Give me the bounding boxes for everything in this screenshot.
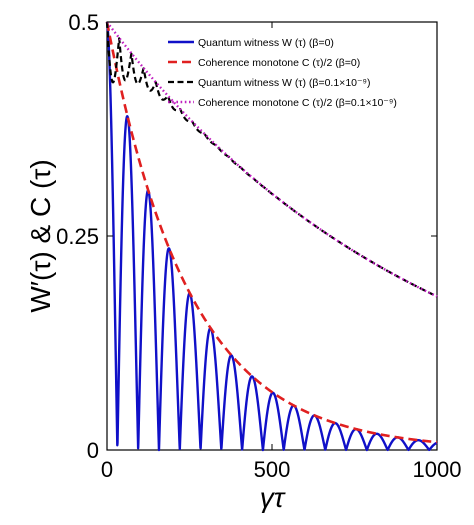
y-axis-title: W′(τ) & C (τ) [25, 159, 56, 312]
x-tick-label: 500 [254, 457, 291, 482]
ticks-layer: 0 500 1000 0 0.25 0.5 [56, 10, 461, 482]
y-tick-label: 0.5 [68, 10, 99, 35]
y-tick-label: 0.25 [56, 224, 99, 249]
legend-label-1: Quantum witness W (τ) (β=0) [198, 37, 334, 49]
legend: Quantum witness W (τ) (β=0) Coherence mon… [168, 37, 397, 109]
legend-label-4: Coherence monotone C (τ)/2 (β=0.1×10⁻⁹) [198, 97, 397, 109]
y-tick-label: 0 [87, 438, 99, 463]
legend-label-3: Quantum witness W (τ) (β=0.1×10⁻⁹) [198, 77, 371, 89]
x-tick-label: 1000 [413, 457, 462, 482]
series-layer [105, 21, 439, 452]
series-line-2 [105, 21, 439, 444]
x-tick-label: 0 [101, 457, 113, 482]
series-line-3 [105, 21, 438, 298]
x-axis-title: γτ [260, 482, 286, 513]
legend-label-2: Coherence monotone C (τ)/2 (β=0) [198, 57, 360, 69]
